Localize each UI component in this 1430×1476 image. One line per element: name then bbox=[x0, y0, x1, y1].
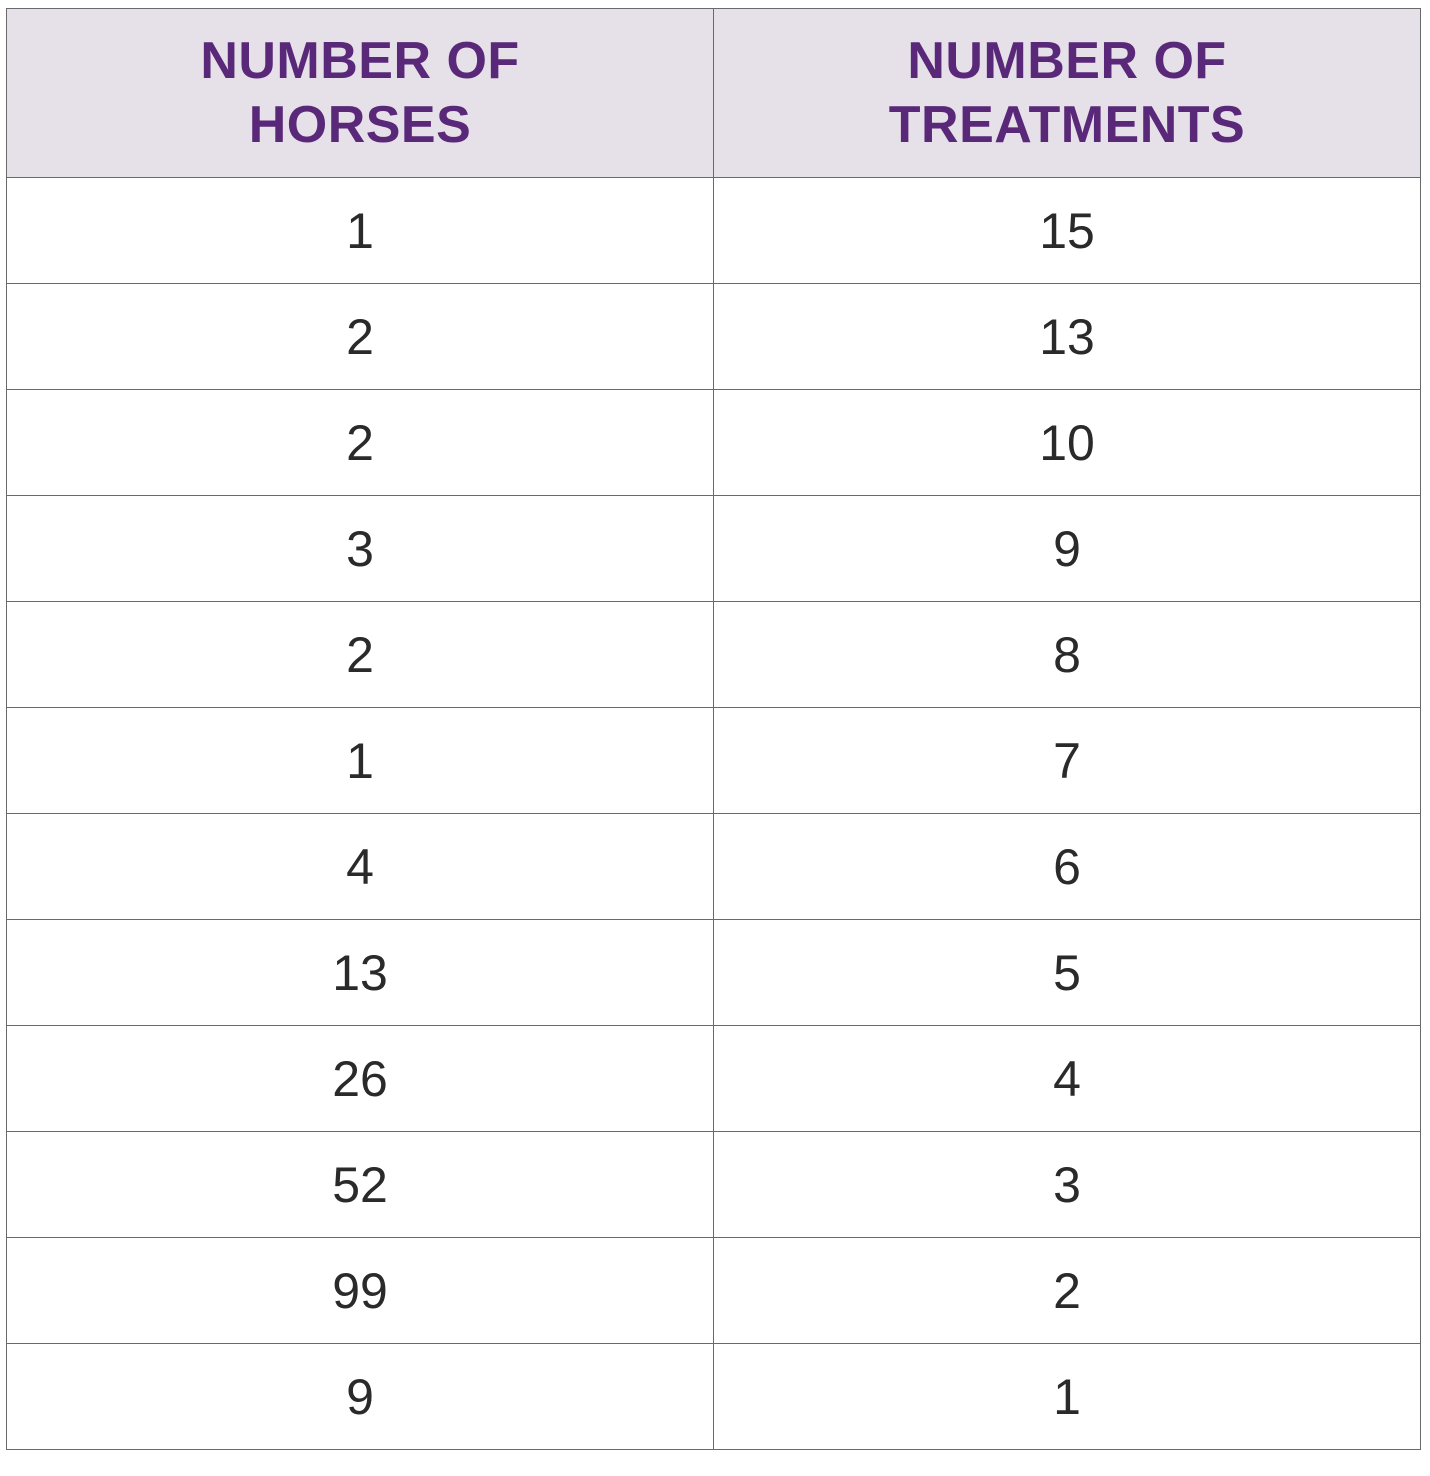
cell-number-of-horses: 2 bbox=[6, 389, 714, 496]
cell-number-of-treatments: 2 bbox=[713, 1237, 1421, 1344]
header-line: TREATMENTS bbox=[888, 96, 1246, 154]
cell-number-of-horses: 4 bbox=[6, 813, 714, 920]
header-line: NUMBER OF bbox=[200, 32, 520, 90]
table-row: 26 4 bbox=[6, 1025, 1421, 1132]
header-number-of-treatments: NUMBER OF TREATMENTS bbox=[713, 8, 1421, 178]
table-row: 1 15 bbox=[6, 177, 1421, 284]
cell-number-of-horses: 3 bbox=[6, 495, 714, 602]
cell-number-of-treatments: 13 bbox=[713, 283, 1421, 390]
table-row: 13 5 bbox=[6, 919, 1421, 1026]
table-body: 1 15 2 13 2 10 3 9 2 8 1 7 4 6 13 5 26 4 52 3 99 2 9 1 bbox=[6, 177, 1421, 1450]
cell-number-of-treatments: 4 bbox=[713, 1025, 1421, 1132]
cell-number-of-treatments: 3 bbox=[713, 1131, 1421, 1238]
cell-number-of-horses: 13 bbox=[6, 919, 714, 1026]
cell-number-of-horses: 99 bbox=[6, 1237, 714, 1344]
cell-number-of-horses: 1 bbox=[6, 177, 714, 284]
cell-number-of-horses: 1 bbox=[6, 707, 714, 814]
table-row: 2 10 bbox=[6, 389, 1421, 496]
cell-number-of-treatments: 8 bbox=[713, 601, 1421, 708]
cell-number-of-treatments: 15 bbox=[713, 177, 1421, 284]
cell-number-of-treatments: 9 bbox=[713, 495, 1421, 602]
table-row: 2 13 bbox=[6, 283, 1421, 390]
cell-number-of-treatments: 10 bbox=[713, 389, 1421, 496]
table-header: NUMBER OF HORSES NUMBER OF TREATMENTS bbox=[6, 8, 1421, 178]
cell-number-of-horses: 2 bbox=[6, 601, 714, 708]
cell-number-of-treatments: 6 bbox=[713, 813, 1421, 920]
header-line: NUMBER OF bbox=[907, 32, 1227, 90]
cell-number-of-horses: 9 bbox=[6, 1343, 714, 1450]
header-row: NUMBER OF HORSES NUMBER OF TREATMENTS bbox=[6, 8, 1421, 178]
header-number-of-horses: NUMBER OF HORSES bbox=[6, 8, 714, 178]
table-row: 52 3 bbox=[6, 1131, 1421, 1238]
cell-number-of-treatments: 1 bbox=[713, 1343, 1421, 1450]
cell-number-of-horses: 52 bbox=[6, 1131, 714, 1238]
cell-number-of-treatments: 5 bbox=[713, 919, 1421, 1026]
cell-number-of-horses: 2 bbox=[6, 283, 714, 390]
cell-number-of-horses: 26 bbox=[6, 1025, 714, 1132]
table-row: 99 2 bbox=[6, 1237, 1421, 1344]
header-line: HORSES bbox=[248, 96, 472, 154]
cell-number-of-treatments: 7 bbox=[713, 707, 1421, 814]
